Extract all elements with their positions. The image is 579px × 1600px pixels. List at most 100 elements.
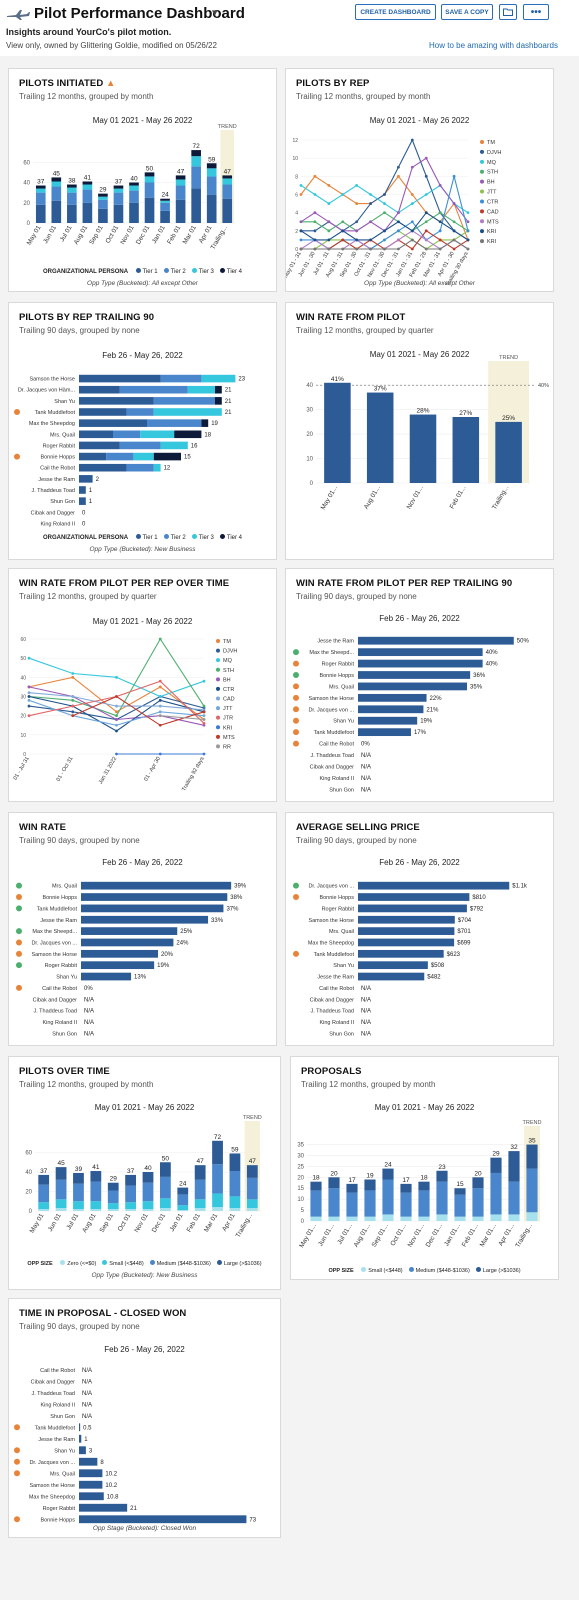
bar-segment — [160, 374, 202, 383]
bar-segment — [126, 463, 154, 472]
data-label: N/A — [84, 1009, 94, 1015]
bar-segment — [206, 168, 217, 177]
legend-swatch — [149, 1260, 155, 1265]
legend-label: Medium ($448-$1036) — [415, 1268, 470, 1274]
y-tick-label: 25 — [297, 1164, 304, 1170]
row-label: Jesse the Ram — [317, 639, 354, 645]
data-label: 37 — [40, 1168, 48, 1175]
x-tick-label: Jan 01... — [443, 1222, 462, 1247]
card-pilots-by-rep-trailing-90: Samson the Horse 23 Dr. Jacques von Häm...… — [8, 302, 277, 560]
data-label: N/A — [82, 1379, 92, 1385]
y-tick-label: 35 — [297, 1143, 304, 1149]
bar-segment — [418, 1216, 430, 1221]
legend-swatch — [216, 734, 220, 739]
bar-segment — [174, 430, 202, 439]
bar-segment — [160, 441, 188, 450]
row-label: Jesse the Ram — [40, 918, 77, 924]
x-tick-label: Jan 01 — [169, 1212, 185, 1233]
bar-segment — [201, 374, 236, 383]
bar-segment — [246, 1177, 258, 1200]
data-label: 32 — [510, 1144, 518, 1151]
y-tick-label: 40 — [25, 1170, 32, 1176]
data-label: $810 — [472, 895, 486, 901]
create-dashboard-button[interactable]: CREATE DASHBOARD — [355, 4, 436, 20]
y-tick-label: 50 — [20, 656, 26, 662]
date-range: Feb 26 - May 26, 2022 — [104, 1345, 185, 1354]
bar-segment — [113, 188, 124, 193]
legend-label: CTR — [223, 687, 234, 693]
y-tick-label: 40 — [20, 675, 26, 681]
bar — [81, 915, 209, 924]
legend-label: CAD — [223, 697, 235, 703]
bar-segment — [38, 1202, 50, 1210]
data-label: 21 — [225, 399, 232, 405]
legend-swatch — [191, 268, 197, 273]
data-label: 0.5 — [83, 1425, 92, 1431]
date-range: Feb 26 - May 26, 2022 — [102, 351, 183, 360]
x-tick-label: Apr 01 — [221, 1212, 237, 1232]
y-tick-label: 15 — [297, 1186, 304, 1192]
row-label: Cibak and Dagger — [310, 997, 355, 1003]
bar-segment — [79, 441, 120, 450]
avatar-icon — [16, 928, 22, 935]
bar-segment — [187, 385, 215, 394]
bar — [324, 382, 351, 483]
data-label: 18 — [420, 1175, 428, 1182]
x-tick-label: Aug 01 — [81, 1212, 98, 1234]
card-title: PILOTS INITIATED — [19, 78, 104, 89]
bar-segment — [144, 176, 155, 183]
data-label: 15 — [184, 455, 191, 461]
data-label: N/A — [361, 1031, 371, 1037]
chart-time-in-proposal: Cail the Robot N/A Cibak and Dagger N/A J. T… — [14, 1368, 257, 1523]
legend-label: Large (>$1036) — [223, 1261, 262, 1267]
data-label: 40% — [486, 650, 499, 656]
bar-segment — [153, 463, 161, 472]
bar — [358, 961, 428, 970]
data-label: 29 — [492, 1151, 500, 1158]
x-tick-label: Nov 01... — [407, 1222, 426, 1248]
card-subtitle: Trailing 12 months, grouped by month — [19, 1080, 154, 1089]
avatar-icon — [16, 894, 22, 901]
data-label: 20 — [330, 1170, 338, 1177]
data-label: $699 — [457, 940, 471, 946]
page-subtitle: Insights around YourCo's pilot motion. — [6, 27, 172, 37]
legend-swatch — [219, 534, 225, 539]
data-label: 37 — [37, 179, 45, 186]
legend-label: MTS — [223, 735, 235, 741]
data-label: 41% — [331, 376, 344, 383]
legend-label: KRI — [223, 725, 233, 731]
bar-segment — [454, 1188, 466, 1195]
bar — [81, 961, 155, 970]
bar-segment — [175, 185, 186, 200]
legend-title: ORGANIZATIONAL PERSONA — [42, 535, 128, 541]
folder-icon[interactable] — [499, 4, 517, 20]
bar-segment — [191, 150, 201, 157]
card-win-rate: Mrs. Quail 39% Bonnie Hopps 38% Tank Muddlef… — [8, 812, 277, 1046]
legend-swatch — [480, 219, 484, 224]
date-range: May 01 2021 - May 26 2022 — [369, 116, 470, 125]
data-label: $704 — [458, 918, 472, 924]
save-copy-button[interactable]: SAVE A COPY — [441, 4, 493, 20]
x-tick-label: Jun 01... — [317, 1222, 336, 1247]
data-label: 39% — [234, 884, 247, 890]
legend-swatch — [480, 140, 484, 144]
data-point — [158, 714, 162, 718]
row-label: Max the Sheepdog — [29, 421, 75, 427]
x-tick-label: Oct 01... — [389, 1222, 407, 1247]
date-range: Feb 26 - May 26, 2022 — [379, 858, 460, 867]
how-to-link[interactable]: How to be amazing with dashboards — [429, 41, 558, 50]
data-label: 37 — [115, 179, 123, 186]
ellipsis-icon[interactable]: ••• — [523, 4, 549, 20]
bar-segment — [454, 1216, 466, 1221]
bar-segment — [194, 1208, 206, 1211]
title-dropdown-chevron-icon[interactable]: ▾ — [212, 7, 218, 19]
row-label: Shun Gon — [50, 499, 75, 505]
data-label: 37% — [226, 906, 239, 912]
row-label: Shan Yu — [56, 975, 77, 981]
row-label: Max the Sheepd... — [32, 929, 77, 935]
data-label: 21 — [225, 410, 232, 416]
avatar-icon — [293, 694, 299, 701]
legend: ORGANIZATIONAL PERSONA Tier 1 Tier 2 Tier … — [9, 268, 276, 275]
data-label: $482 — [427, 975, 441, 981]
data-label: N/A — [82, 1368, 92, 1374]
